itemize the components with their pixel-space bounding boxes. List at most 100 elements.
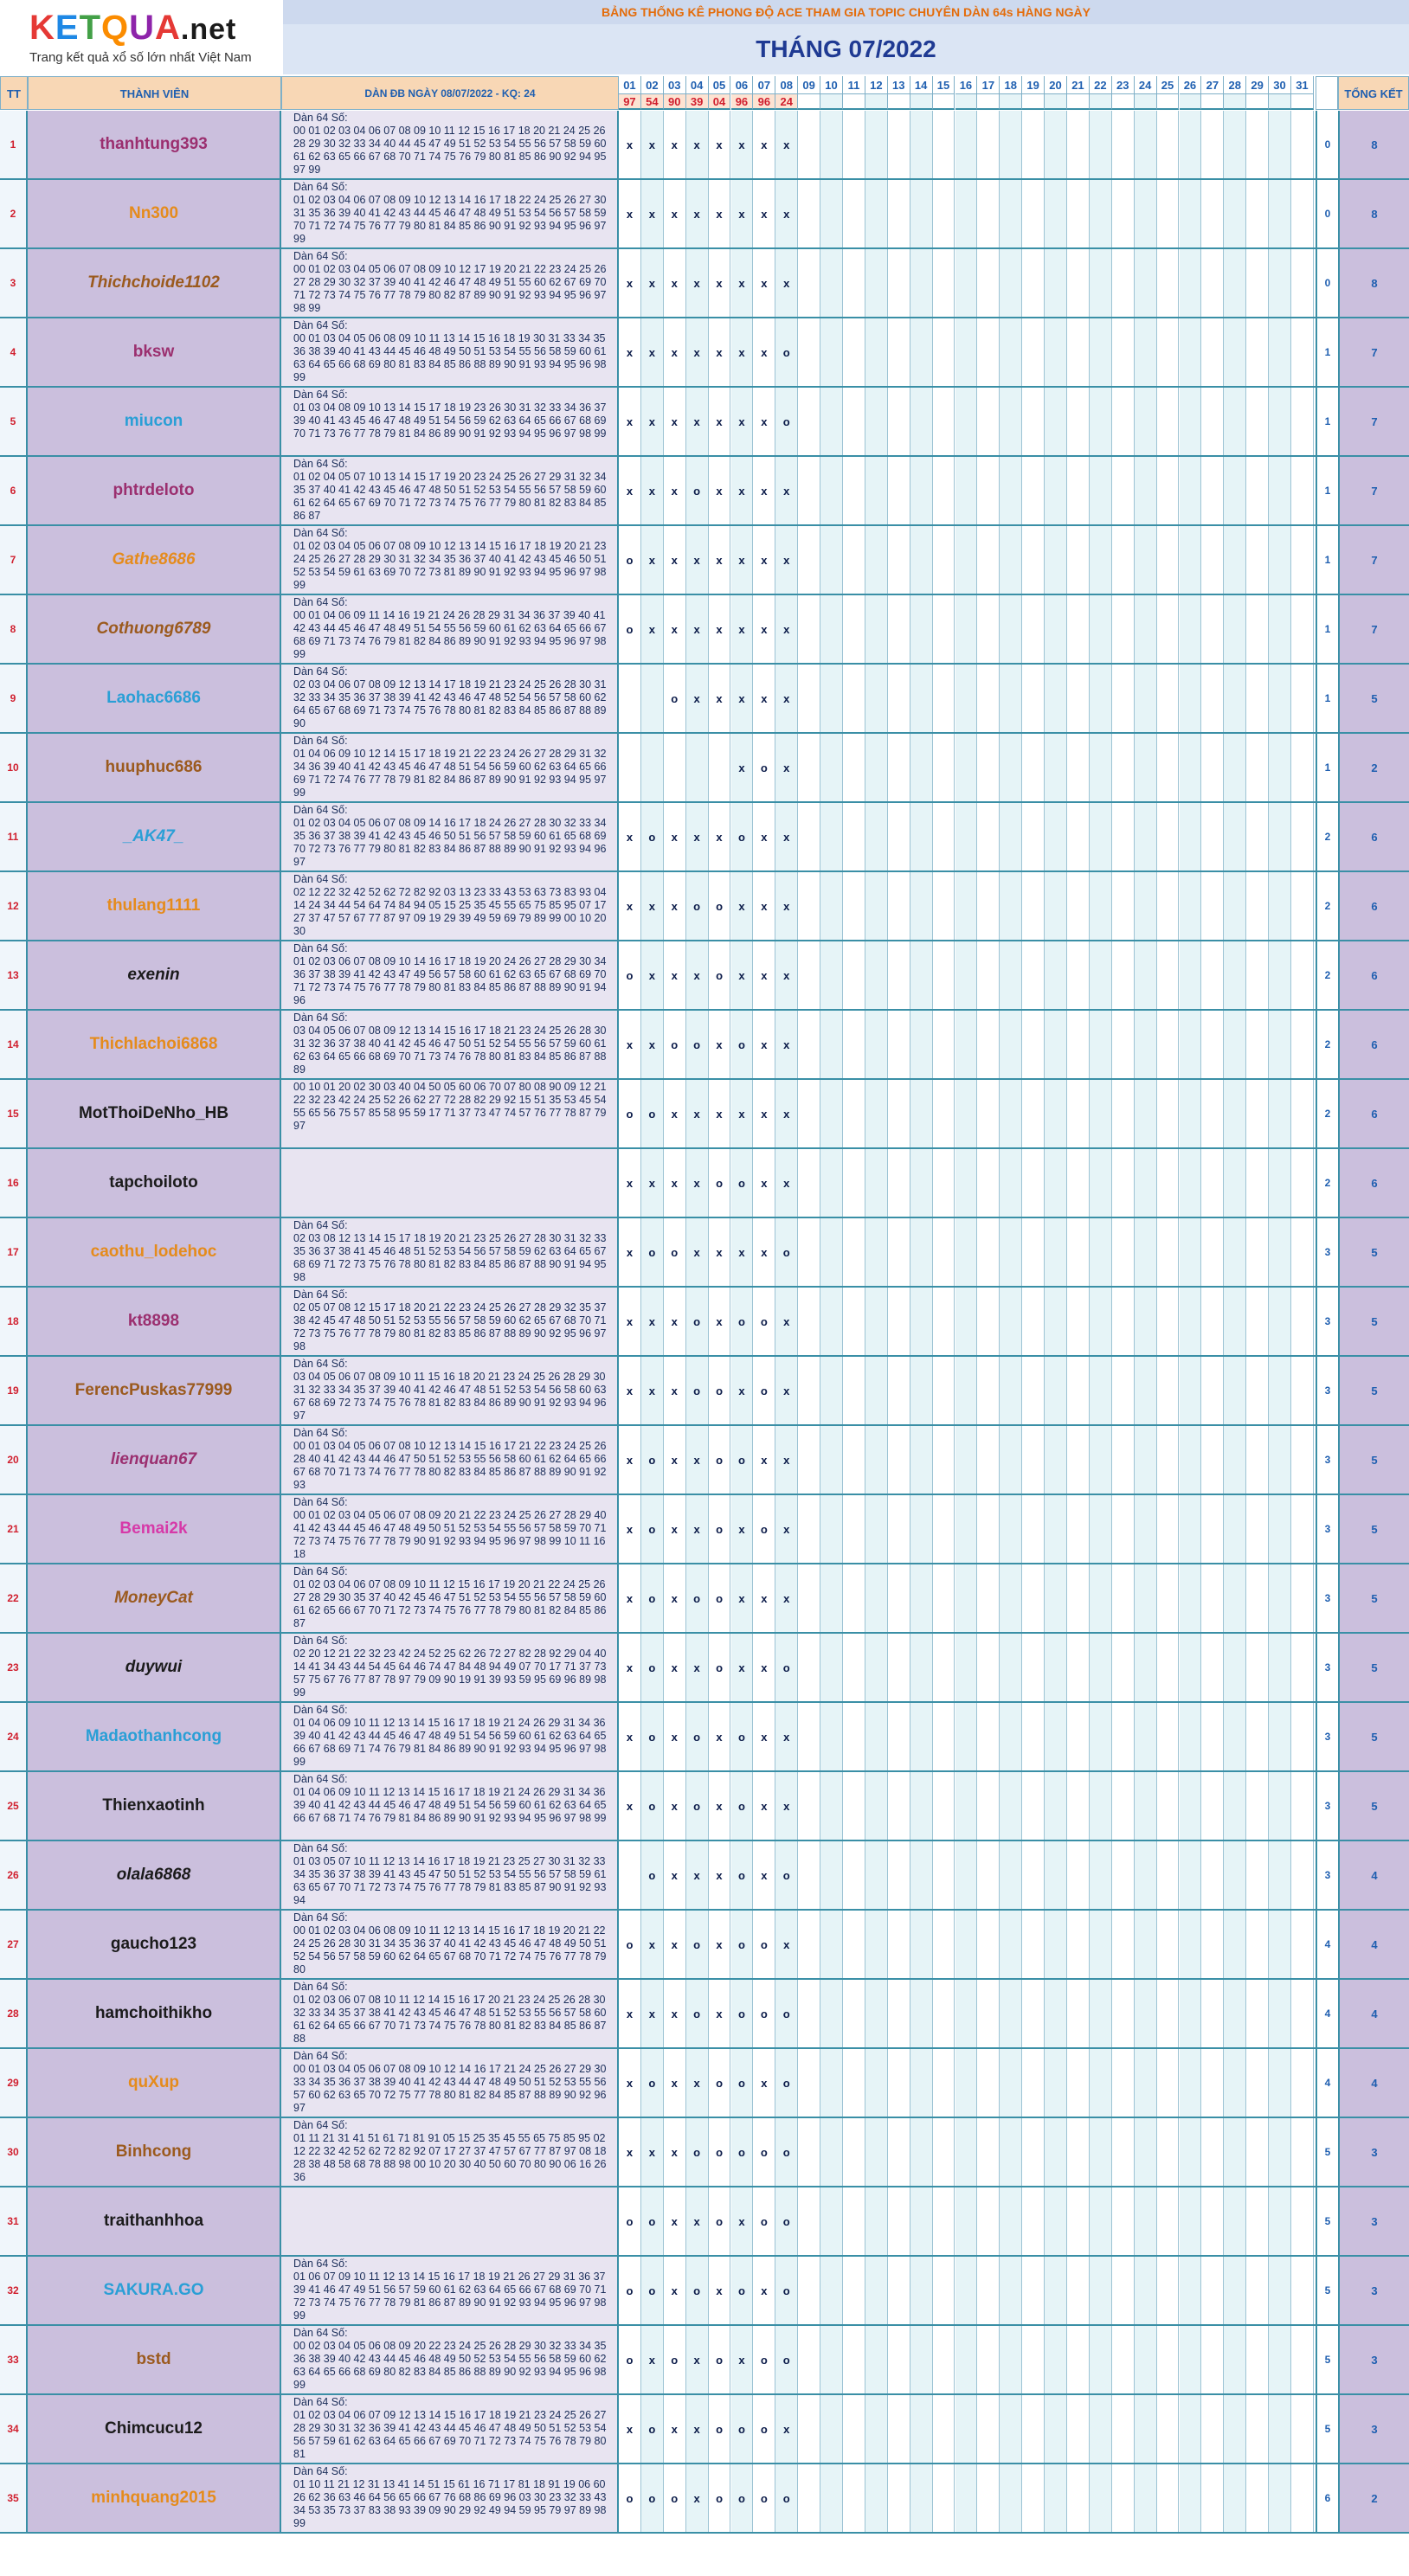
- day-mark: [1291, 249, 1314, 317]
- dan-numbers: Dàn 64 Số: 01 06 07 09 10 11 12 13 14 15 …: [281, 2257, 619, 2324]
- day-mark: [933, 1980, 955, 2047]
- day-mark: [1246, 1011, 1270, 1078]
- member-name[interactable]: FerencPuskas77999: [28, 1357, 281, 1424]
- dan-numbers: Dàn 64 Số: 02 20 12 21 22 32 23 42 24 52 …: [281, 1634, 619, 1701]
- member-name[interactable]: hamchoithikho: [28, 1980, 281, 2047]
- miss-count: 6: [1316, 2464, 1338, 2532]
- day-mark: [888, 2257, 910, 2324]
- day-mark: [1067, 941, 1090, 1009]
- day-mark: [843, 388, 865, 455]
- day-mark: [1291, 2049, 1314, 2117]
- member-name[interactable]: Cothuong6789: [28, 595, 281, 663]
- day-mark: x: [685, 526, 709, 594]
- day-mark: [1112, 1495, 1135, 1563]
- member-name[interactable]: bksw: [28, 318, 281, 386]
- day-mark: x: [753, 941, 776, 1009]
- day-mark: [933, 1426, 955, 1494]
- member-name[interactable]: thulang1111: [28, 872, 281, 940]
- day-mark: [1067, 1149, 1090, 1217]
- member-name[interactable]: bstd: [28, 2326, 281, 2393]
- day-mark: o: [775, 388, 799, 455]
- dan-list: 01 02 04 05 07 10 13 14 15 17 19 20 23 2…: [293, 471, 607, 522]
- day-mark: o: [709, 2118, 731, 2186]
- member-name[interactable]: phtrdeloto: [28, 457, 281, 524]
- dan-list: 01 11 21 31 41 51 61 71 81 91 05 15 25 3…: [293, 2132, 607, 2183]
- member-name[interactable]: Laohac6686: [28, 665, 281, 732]
- day-mark: x: [640, 1911, 664, 1978]
- member-name[interactable]: gaucho123: [28, 1911, 281, 1978]
- member-name[interactable]: quXup: [28, 2049, 281, 2117]
- member-name[interactable]: lienquan67: [28, 1426, 281, 1494]
- day-mark: [910, 457, 933, 524]
- day-mark: [1067, 180, 1090, 247]
- day-mark: x: [709, 526, 731, 594]
- day-mark: [888, 2395, 910, 2463]
- day-mark: [1000, 111, 1023, 178]
- day-mark: o: [619, 526, 641, 594]
- member-name[interactable]: traithanhhoa: [28, 2187, 281, 2255]
- logo-wordmark: KETQUA.net: [29, 9, 283, 48]
- member-name[interactable]: _AK47_: [28, 803, 281, 870]
- member-name[interactable]: Chimcucu12: [28, 2395, 281, 2463]
- day-mark: [1112, 457, 1135, 524]
- member-name[interactable]: Thichchoide1102: [28, 249, 281, 317]
- miss-count: 2: [1316, 872, 1338, 940]
- member-name[interactable]: SAKURA.GO: [28, 2257, 281, 2324]
- day-mark: [1246, 1703, 1270, 1770]
- member-name[interactable]: caothu_lodehoc: [28, 1218, 281, 1286]
- day-mark: x: [709, 180, 731, 247]
- day-mark: [977, 1357, 1000, 1424]
- day-mark: [820, 249, 843, 317]
- day-mark: [1000, 457, 1023, 524]
- day-mark: [1157, 180, 1180, 247]
- member-name[interactable]: tapchoiloto: [28, 1149, 281, 1217]
- day-mark: [1246, 1288, 1270, 1355]
- member-name[interactable]: Binhcong: [28, 2118, 281, 2186]
- dan-numbers: [281, 2187, 619, 2255]
- day-mark: [933, 2395, 955, 2463]
- site-logo[interactable]: KETQUA.net Trang kết quả xổ số lớn nhất …: [0, 0, 283, 80]
- day-mark: o: [640, 2395, 664, 2463]
- member-name[interactable]: duywui: [28, 1634, 281, 1701]
- member-name[interactable]: kt8898: [28, 1288, 281, 1355]
- member-name[interactable]: Thichlachoi6868: [28, 1011, 281, 1078]
- member-name[interactable]: Bemai2k: [28, 1495, 281, 1563]
- day-result: 24: [775, 94, 799, 110]
- day-mark: [1246, 2187, 1270, 2255]
- dan-list: 03 04 05 06 07 08 09 12 13 14 15 16 17 1…: [293, 1025, 607, 1076]
- member-name[interactable]: olala6868: [28, 1841, 281, 1909]
- day-mark: x: [753, 872, 776, 940]
- member-name[interactable]: MotThoiDeNho_HB: [28, 1080, 281, 1147]
- day-mark: [1000, 1634, 1023, 1701]
- member-name[interactable]: Gathe8686: [28, 526, 281, 594]
- member-name[interactable]: minhquang2015: [28, 2464, 281, 2532]
- day-mark: x: [640, 595, 664, 663]
- dan-numbers: Dàn 64 Số: 00 01 02 03 04 05 06 07 08 09 …: [281, 1495, 619, 1563]
- day-mark: [1022, 1218, 1045, 1286]
- member-name[interactable]: exenin: [28, 941, 281, 1009]
- day-mark: [1089, 2187, 1112, 2255]
- table-row: 2 Nn300 Dàn 64 Số: 01 02 03 04 06 07 08 09 …: [0, 180, 1409, 249]
- day-mark: o: [619, 941, 641, 1009]
- day-mark: [910, 526, 933, 594]
- day-mark: [843, 2326, 865, 2393]
- day-mark: [1269, 2395, 1291, 2463]
- member-name[interactable]: thanhtung393: [28, 111, 281, 178]
- day-mark: [843, 1288, 865, 1355]
- member-name[interactable]: MoneyCat: [28, 1564, 281, 1632]
- day-mark: [843, 1564, 865, 1632]
- day-mark: [1269, 1288, 1291, 1355]
- member-name[interactable]: Nn300: [28, 180, 281, 247]
- member-name[interactable]: Madaothanhcong: [28, 1703, 281, 1770]
- day-mark: [1179, 1426, 1202, 1494]
- day-header: 12: [865, 76, 888, 94]
- day-mark: [798, 1841, 821, 1909]
- member-name[interactable]: huuphuc686: [28, 734, 281, 801]
- day-mark: [1157, 249, 1180, 317]
- day-mark: [619, 665, 641, 732]
- day-mark: [888, 1357, 910, 1424]
- day-mark: [1045, 1980, 1067, 2047]
- member-name[interactable]: miucon: [28, 388, 281, 455]
- member-name[interactable]: Thienxaotinh: [28, 1772, 281, 1840]
- day-mark: [933, 526, 955, 594]
